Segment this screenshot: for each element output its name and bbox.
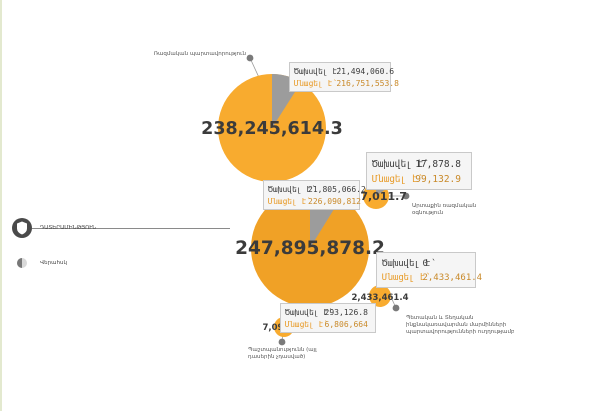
bubble-total-bottom: 7,09	[263, 323, 284, 333]
value-box-right-1: Ծախսվել է՝ 17,878.8 Մնացել է՝ 99,132.9	[366, 152, 472, 190]
legend-secondary-label: Վերահսկ	[40, 260, 67, 266]
remaining-row: Մնացել է՝ 216,751,553.8	[294, 78, 399, 90]
spent-value: 0	[422, 259, 428, 269]
spent-row: Ծախսվել է՝ 0	[382, 257, 470, 271]
spent-row: Ծախսվել է՝ 21,494,060.6	[294, 66, 394, 78]
remaining-row: Մնացել է՝ 99,132.9	[372, 172, 466, 187]
value-box-top: Ծախսվել է՝ 21,494,060.6 Մնացել է՝ 216,751,…	[289, 62, 399, 92]
remaining-value: 2,433,461.4	[422, 273, 483, 283]
remaining-row: Մնացել է՝ 226,090,812	[268, 196, 361, 208]
remaining-value: 99,132.9	[415, 174, 461, 185]
spent-value: 293,126.8	[324, 308, 368, 317]
legend-half-dot-icon	[17, 258, 27, 268]
remaining-label: Մնացել է՝	[268, 197, 312, 206]
remaining-label: Մնացել է՝	[285, 320, 329, 329]
spent-row: Ծախսվել է՝ 17,878.8	[372, 157, 466, 172]
remaining-row: Մնացել է՝ 2,433,461.4	[382, 271, 482, 285]
spent-label: Ծախսվել է՝	[268, 185, 317, 194]
remaining-row: Մնացել է՝ 6,806,664	[285, 319, 371, 331]
legend-shield-icon	[12, 218, 32, 238]
caption-right-2: Պետական և Տեղական ինքնակառավարման մարմինն…	[406, 315, 515, 335]
caption-top: Ռազմական պարտավորություն	[154, 51, 246, 57]
spent-label: Ծախսվել է՝	[285, 308, 334, 317]
spent-label: Ծախսվել է՝	[382, 259, 437, 269]
remaining-label: Մնացել է՝	[382, 273, 431, 283]
value-box-main: Ծախսվել է՝ 21,805,066.2 Մնացել է՝ 226,090,…	[263, 180, 366, 210]
bubble-total-right-2: 2,433,461.4	[351, 293, 408, 303]
bubble-total-right-1: 117,011.7	[345, 190, 407, 203]
value-box-right-2: Ծախսվել է՝ 0 Մնացել է՝ 2,433,461.4	[376, 252, 482, 288]
caption-dot	[278, 338, 286, 346]
spent-label: Ծախսվել է՝	[294, 67, 343, 76]
caption-bottom: Պաշտպանությունն (այլ դասերին չդասված)	[248, 347, 317, 360]
bubble-total-top: 238,245,614.3	[201, 119, 343, 139]
caption-dot	[392, 304, 400, 312]
value-box-bottom: Ծախսվել է՝ 293,126.8 Մնացել է՝ 6,806,664	[280, 303, 376, 333]
caption-right-1: Արտաքին ռազմական օգնություն	[412, 203, 476, 216]
spent-value: 17,878.8	[415, 159, 461, 170]
spent-row: Ծախսվել է՝ 293,126.8	[285, 307, 371, 319]
pie-slice-remaining-right-2	[369, 285, 391, 307]
remaining-value: 226,090,812	[308, 197, 361, 206]
remaining-value: 216,751,553.8	[336, 79, 399, 88]
bubble-total-main: 247,895,878.2	[235, 238, 385, 259]
caption-dot	[402, 192, 410, 200]
remaining-label: Մնացել է՝	[372, 174, 424, 185]
spent-label: Ծախսվել է՝	[372, 159, 430, 170]
spent-row: Ծախսվել է՝ 21,805,066.2	[268, 184, 366, 196]
caption-dot	[246, 54, 254, 62]
left-accent-rule	[0, 0, 2, 411]
remaining-value: 6,806,664	[324, 320, 368, 329]
legend-primary-line	[32, 228, 230, 229]
spent-value: 21,805,066.2	[308, 185, 366, 194]
legend-primary-label: ԴԱՏԵՐԱՄԻՆԹՅՈՒՆ	[40, 225, 97, 231]
spent-value: 21,494,060.6	[336, 67, 395, 76]
remaining-label: Մնացել է՝	[294, 79, 338, 88]
